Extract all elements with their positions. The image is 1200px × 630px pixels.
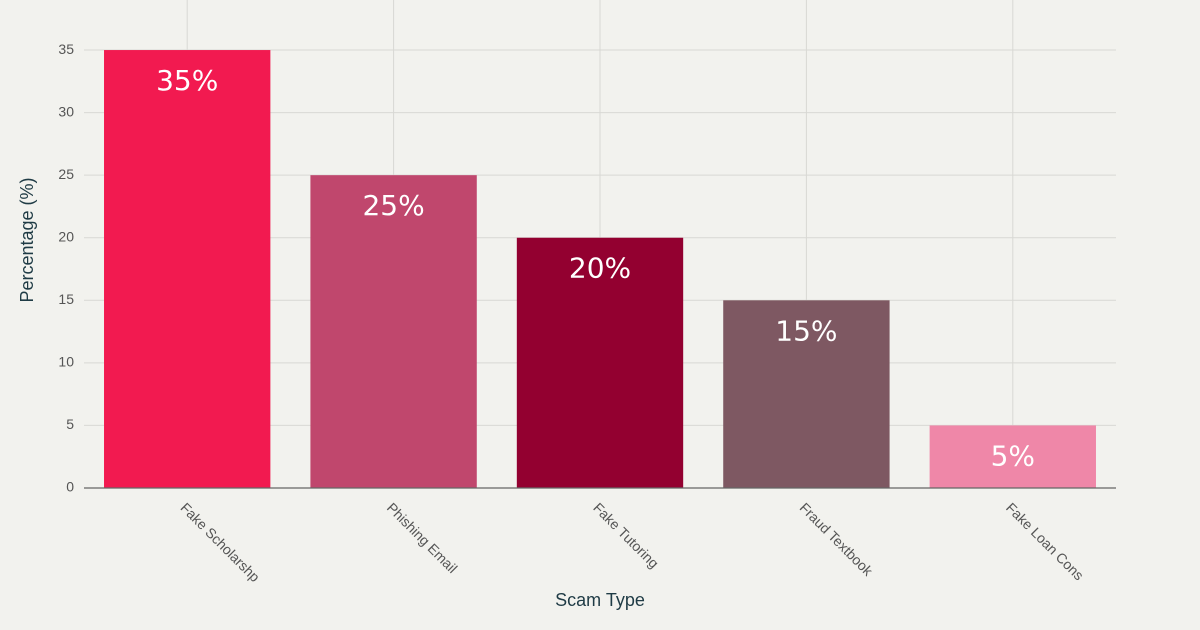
value-label: 20% — [569, 252, 631, 285]
x-tick-label: Fraud Textbook — [797, 499, 877, 579]
value-label: 5% — [991, 439, 1035, 472]
y-tick-label: 20 — [58, 228, 74, 244]
value-label: 15% — [775, 314, 837, 347]
y-tick-label: 5 — [66, 416, 74, 432]
y-tick-label: 25 — [58, 166, 74, 182]
x-tick-label: Fake Scholarshp — [177, 499, 263, 585]
y-axis-title: Percentage (%) — [17, 177, 37, 302]
value-label: 35% — [156, 64, 218, 97]
bar — [723, 300, 890, 488]
y-tick-label: 0 — [66, 479, 74, 495]
x-tick-label: Phishing Email — [384, 499, 461, 576]
x-axis-title: Scam Type — [555, 590, 645, 610]
x-tick-label: Fake Loan Cons — [1003, 499, 1087, 583]
bar — [516, 237, 684, 488]
value-label: 25% — [362, 189, 424, 222]
y-tick-label: 15 — [58, 291, 74, 307]
bar — [104, 50, 271, 489]
bar — [310, 175, 477, 488]
x-tick-label: Fake Tutoring — [590, 499, 662, 571]
y-tick-label: 35 — [58, 41, 74, 57]
y-tick-label: 10 — [58, 354, 74, 370]
bar — [929, 425, 1096, 488]
y-tick-label: 30 — [58, 103, 74, 119]
